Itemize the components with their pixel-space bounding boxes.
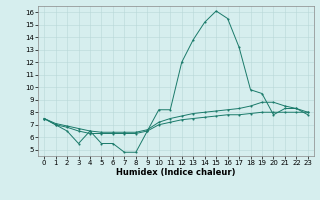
X-axis label: Humidex (Indice chaleur): Humidex (Indice chaleur) bbox=[116, 168, 236, 177]
